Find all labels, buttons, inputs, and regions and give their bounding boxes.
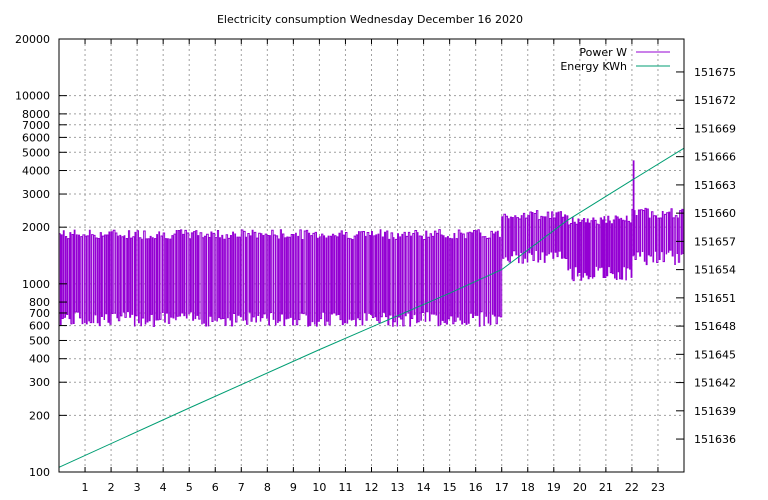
x-tick-label: 21 [599,481,613,494]
y-tick-label: 2000 [22,221,50,234]
y-tick-label: 100 [29,466,50,479]
energy-series-line [58,147,685,468]
x-tick-label: 7 [238,481,245,494]
y2-tick-label: 151645 [694,348,736,361]
y-tick-label: 4000 [22,165,50,178]
y-right-axis-ticks: 151636 151639 151642 151645 151648 151651 1516… [676,66,736,446]
y-tick-label: 5000 [22,146,50,159]
x-tick-label: 12 [365,481,379,494]
x-tick-label: 11 [338,481,352,494]
chart-title: Electricity consumption Wednesday Decemb… [217,13,523,26]
x-tick-label: 1 [82,481,89,494]
x-tick-label: 19 [547,481,561,494]
x-tick-label: 5 [186,481,193,494]
x-tick-label: 2 [108,481,115,494]
x-tick-label: 8 [264,481,271,494]
x-tick-label: 15 [443,481,457,494]
y-tick-label: 700 [29,307,50,320]
series-layer [58,147,685,468]
x-tick-label: 16 [469,481,483,494]
y2-tick-label: 151660 [694,207,736,220]
x-tick-label: 9 [290,481,297,494]
y-tick-label: 8000 [22,108,50,121]
x-tick-label: 13 [391,481,405,494]
y-tick-label: 600 [29,320,50,333]
x-tick-label: 6 [212,481,219,494]
y-tick-label: 6000 [22,131,50,144]
y2-tick-label: 151663 [694,179,736,192]
y2-tick-label: 151657 [694,235,736,248]
y2-tick-label: 151648 [694,320,736,333]
x-tick-label: 3 [134,481,141,494]
y2-tick-label: 151636 [694,433,736,446]
y-tick-label: 20000 [15,33,50,46]
y-tick-label: 3000 [22,188,50,201]
y2-tick-label: 151675 [694,66,736,79]
y2-tick-label: 151639 [694,405,736,418]
y2-tick-label: 151651 [694,292,736,305]
y-tick-label: 400 [29,353,50,366]
y-tick-label: 200 [29,409,50,422]
y2-tick-label: 151672 [694,94,736,107]
x-tick-label: 17 [495,481,509,494]
y2-tick-label: 151669 [694,122,736,135]
y2-tick-label: 151666 [694,151,736,164]
x-tick-label: 20 [573,481,587,494]
y2-tick-label: 151642 [694,377,736,390]
y-tick-label: 800 [29,296,50,309]
y2-tick-label: 151654 [694,264,736,277]
power-series-line [59,160,684,327]
y-tick-label: 300 [29,376,50,389]
y-tick-label: 10000 [15,90,50,103]
x-tick-label: 23 [651,481,665,494]
legend-label: Energy KWh [560,60,627,73]
y-tick-label: 7000 [22,119,50,132]
legend-label: Power W [579,46,627,59]
x-tick-label: 18 [521,481,535,494]
x-axis-ticks: 1 2 3 4 5 6 7 8 9 10 11 12 13 14 15 16 17 18 19 20 21 22 23 [82,39,665,494]
y-tick-label: 1000 [22,278,50,291]
x-tick-label: 22 [625,481,639,494]
x-tick-label: 4 [160,481,167,494]
y-tick-label: 500 [29,334,50,347]
x-tick-label: 14 [417,481,431,494]
x-tick-label: 10 [312,481,326,494]
